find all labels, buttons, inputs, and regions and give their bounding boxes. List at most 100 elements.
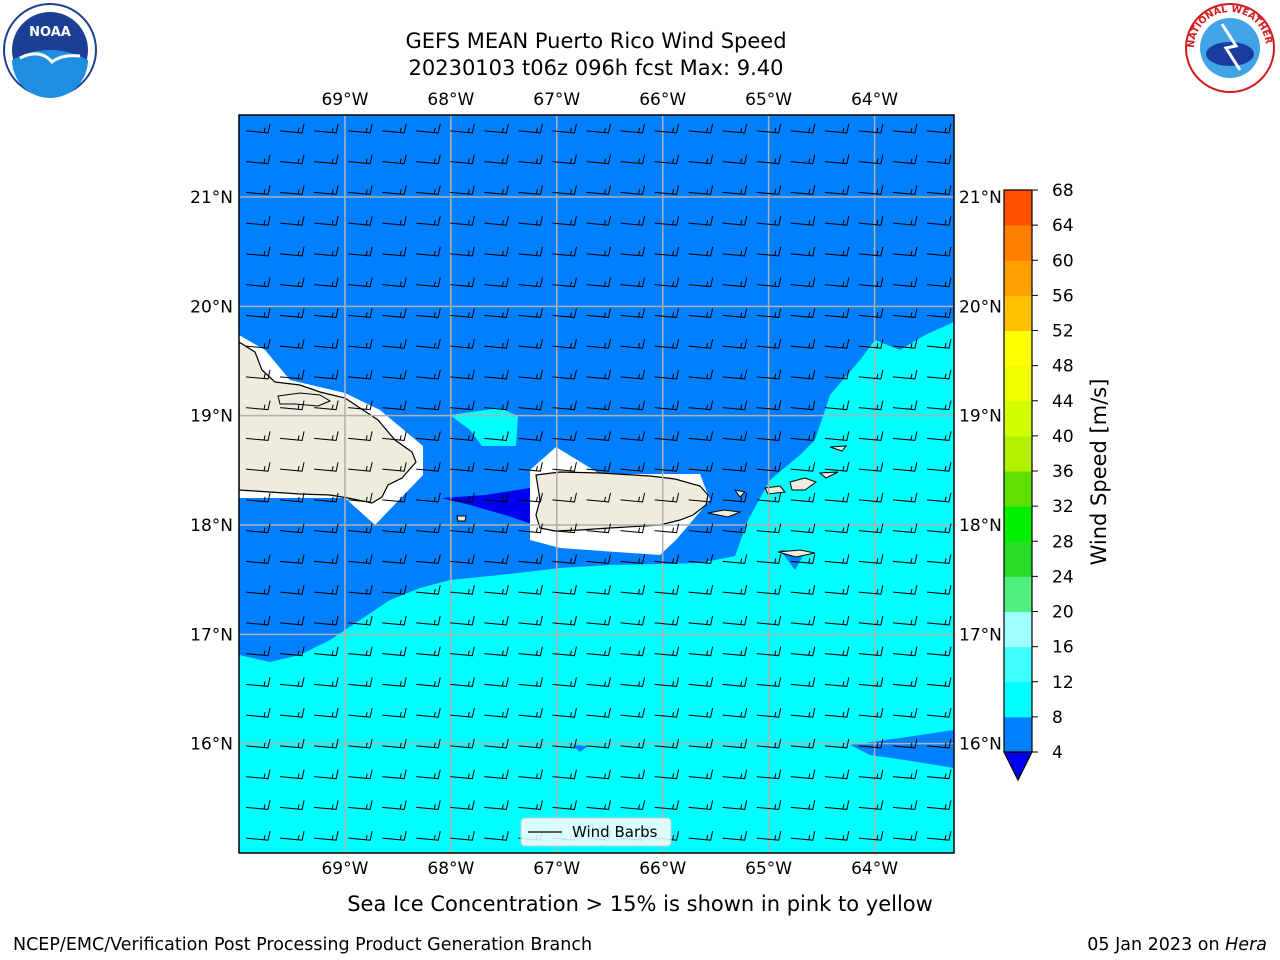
land-vieques [707,509,742,518]
wind-barb [484,738,509,749]
wind-barb [552,369,577,380]
wind-barb [858,554,884,564]
colorbar-label: Wind Speed [m/s] [1087,379,1111,566]
wind-barb [518,708,543,718]
wind-barb [790,308,816,318]
wind-barb [790,246,816,257]
wind-barb [382,492,407,503]
wind-barb [382,677,407,687]
wind-barb [348,738,373,749]
wind-barb [892,154,918,165]
wind-barb [892,554,918,564]
x-tick-label-top: 64°W [851,90,898,110]
wind-barb [245,462,271,472]
wind-barb [654,708,680,718]
wind-barb [450,523,475,534]
wind-barb [280,154,305,165]
wind-barb [518,123,543,134]
wind-barb [892,769,918,780]
wind-barb [722,523,748,534]
wind-barb [314,185,339,195]
wind-barb [620,492,646,503]
wind-barb [518,431,543,441]
wind-barb [620,123,646,134]
wind-barb [552,554,577,564]
wind-barb [620,154,646,165]
wind-barb [824,523,850,534]
wind-barb [518,646,543,657]
wind-barb [858,831,884,841]
noaa-logo-text: NOAA [29,25,71,40]
wind-barb [790,400,816,411]
wind-barb [586,462,611,472]
wind-barb [722,277,748,288]
wind-barb [790,277,816,288]
wind-barb [858,431,884,441]
wind-barb [450,738,475,749]
wind-barb [586,400,611,411]
wind-barb [756,462,782,472]
wind-barb [722,246,748,257]
y-tick-label-left: 21°N [190,188,233,208]
wind-barb [858,800,884,810]
wind-barb [688,554,714,564]
wind-barb [518,615,543,626]
wind-barb [688,677,714,687]
wind-barb [484,431,509,441]
wind-barb [824,308,850,318]
wind-barb [382,523,407,534]
wind-barb [756,308,782,318]
wind-barb [790,738,816,749]
wind-barb [722,492,748,503]
wind-barb [926,585,952,595]
wind-barb [450,585,475,595]
wind-barb [245,400,271,411]
colorbar-tick-label: 16 [1052,638,1074,658]
map-frame [238,114,955,854]
wind-barb [824,462,850,472]
wind-barb [926,369,952,380]
wind-barb [382,154,407,165]
wind-barb [586,216,611,226]
wind-barb [450,308,475,318]
wind-barb [926,800,952,810]
wind-barb [722,308,748,318]
wind-barb [280,216,305,226]
wind-barb [348,585,373,595]
wind-barb [518,677,543,687]
wind-barb [756,339,782,349]
wind-barb [484,277,509,288]
wind-barb [518,492,543,503]
wind-barb [892,585,918,595]
x-tick-label-bottom: 64°W [851,859,898,879]
wind-barb [280,769,305,780]
wind-barb [722,585,748,595]
wind-barb [314,800,339,810]
wind-barb [280,492,305,503]
wind-barb [688,154,714,165]
wind-barb [484,308,509,318]
wind-barb [416,831,441,841]
wind-barb [722,615,748,626]
wind-barb [348,154,373,165]
wind-barb [756,800,782,810]
wind-barb [484,185,509,195]
wind-barb [926,708,952,718]
wind-barb [450,277,475,288]
wind-barb [348,462,373,472]
land-virgin-islands [733,445,848,498]
wind-barb [790,216,816,226]
wind-barb [620,339,646,349]
wind-barb [620,400,646,411]
wind-barb [722,831,748,841]
wind-barb [722,123,748,134]
wind-barb [620,677,646,687]
wind-barb [450,646,475,657]
wind-barb [382,216,407,226]
wind-barb [722,738,748,749]
wind-barb [756,277,782,288]
wind-barb [790,339,816,349]
y-tick-label-right: 18°N [959,516,1002,536]
wind-barb [450,554,475,564]
wind-barb [858,339,884,349]
